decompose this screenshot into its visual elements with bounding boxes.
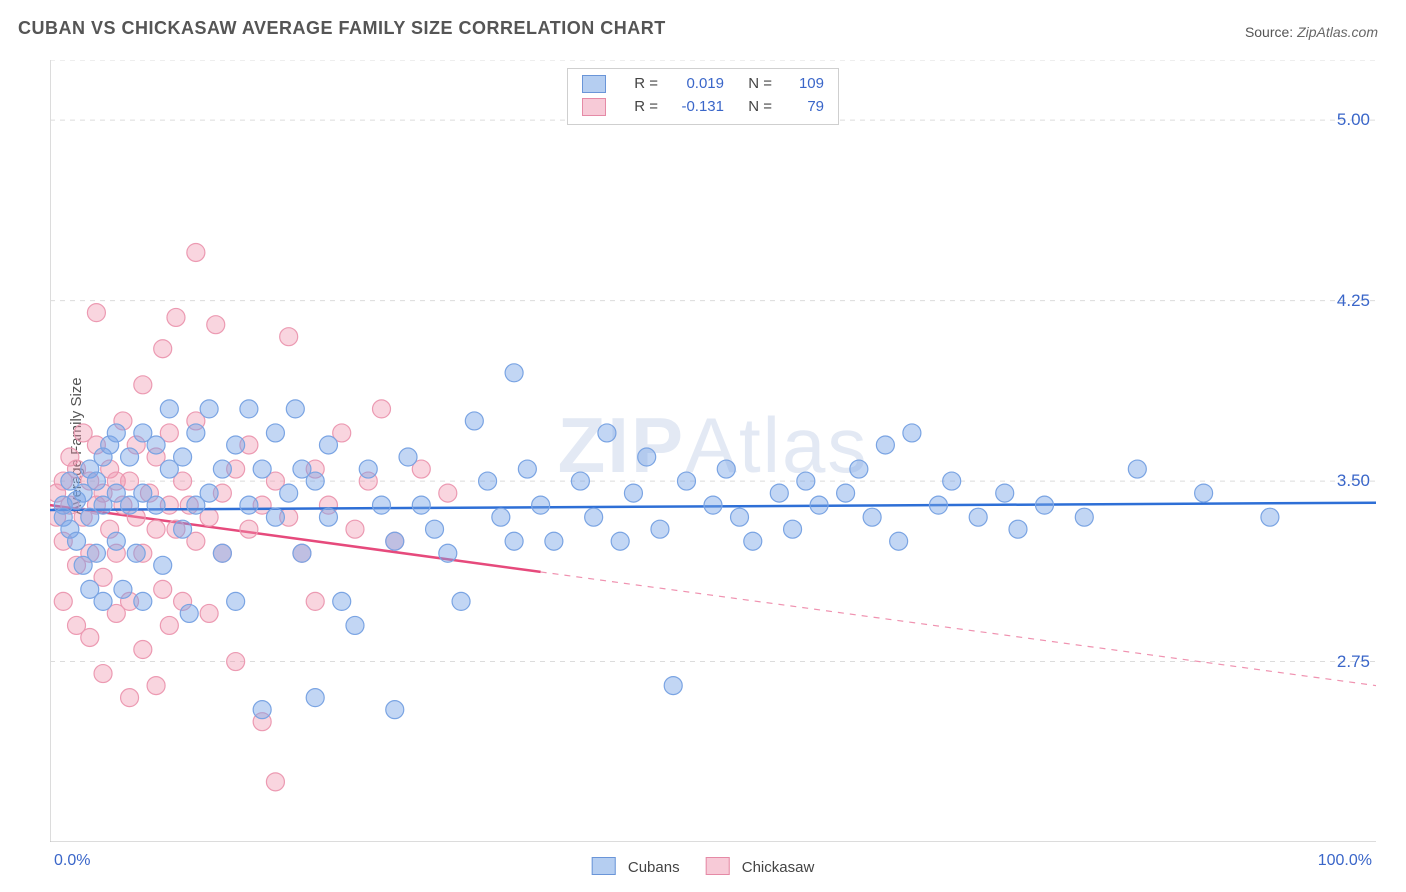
x-axis-max-label: 100.0% bbox=[1318, 852, 1372, 870]
legend-item-chickasaw: Chickasaw bbox=[706, 857, 815, 876]
source-attribution: Source: ZipAtlas.com bbox=[1245, 24, 1378, 40]
legend-item-cubans: Cubans bbox=[592, 857, 680, 876]
scatter-plot-svg: ZIPAtlas bbox=[50, 60, 1376, 842]
r-label: R = bbox=[624, 96, 658, 119]
legend-row-cubans: R = 0.019 N = 109 bbox=[582, 73, 824, 96]
x-axis-min-label: 0.0% bbox=[54, 852, 90, 870]
r-value-chickasaw: -0.131 bbox=[668, 96, 724, 119]
legend-swatch-pink-icon bbox=[706, 857, 730, 875]
legend-label-cubans: Cubans bbox=[628, 859, 680, 876]
source-label: Source: bbox=[1245, 24, 1293, 40]
r-value-cubans: 0.019 bbox=[668, 73, 724, 96]
legend-row-chickasaw: R = -0.131 N = 79 bbox=[582, 96, 824, 119]
n-value-chickasaw: 79 bbox=[782, 96, 824, 119]
svg-text:ZIPAtlas: ZIPAtlas bbox=[558, 401, 869, 489]
legend-swatch-blue-icon bbox=[592, 857, 616, 875]
legend-swatch-pink bbox=[582, 98, 606, 116]
y-tick-label: 5.00 bbox=[1337, 110, 1370, 130]
n-label: N = bbox=[740, 73, 772, 96]
source-value: ZipAtlas.com bbox=[1297, 24, 1378, 40]
chart-title: CUBAN VS CHICKASAW AVERAGE FAMILY SIZE C… bbox=[18, 18, 666, 39]
n-value-cubans: 109 bbox=[782, 73, 824, 96]
series-legend: Cubans Chickasaw bbox=[592, 857, 815, 876]
y-tick-label: 4.25 bbox=[1337, 291, 1370, 311]
n-label: N = bbox=[740, 96, 772, 119]
legend-swatch-blue bbox=[582, 75, 606, 93]
legend-label-chickasaw: Chickasaw bbox=[742, 859, 815, 876]
y-tick-label: 2.75 bbox=[1337, 652, 1370, 672]
correlation-legend: R = 0.019 N = 109 R = -0.131 N = 79 bbox=[567, 68, 839, 125]
plot-area: ZIPAtlas bbox=[50, 60, 1376, 842]
chart-container: CUBAN VS CHICKASAW AVERAGE FAMILY SIZE C… bbox=[0, 0, 1406, 892]
y-tick-label: 3.50 bbox=[1337, 471, 1370, 491]
r-label: R = bbox=[624, 73, 658, 96]
